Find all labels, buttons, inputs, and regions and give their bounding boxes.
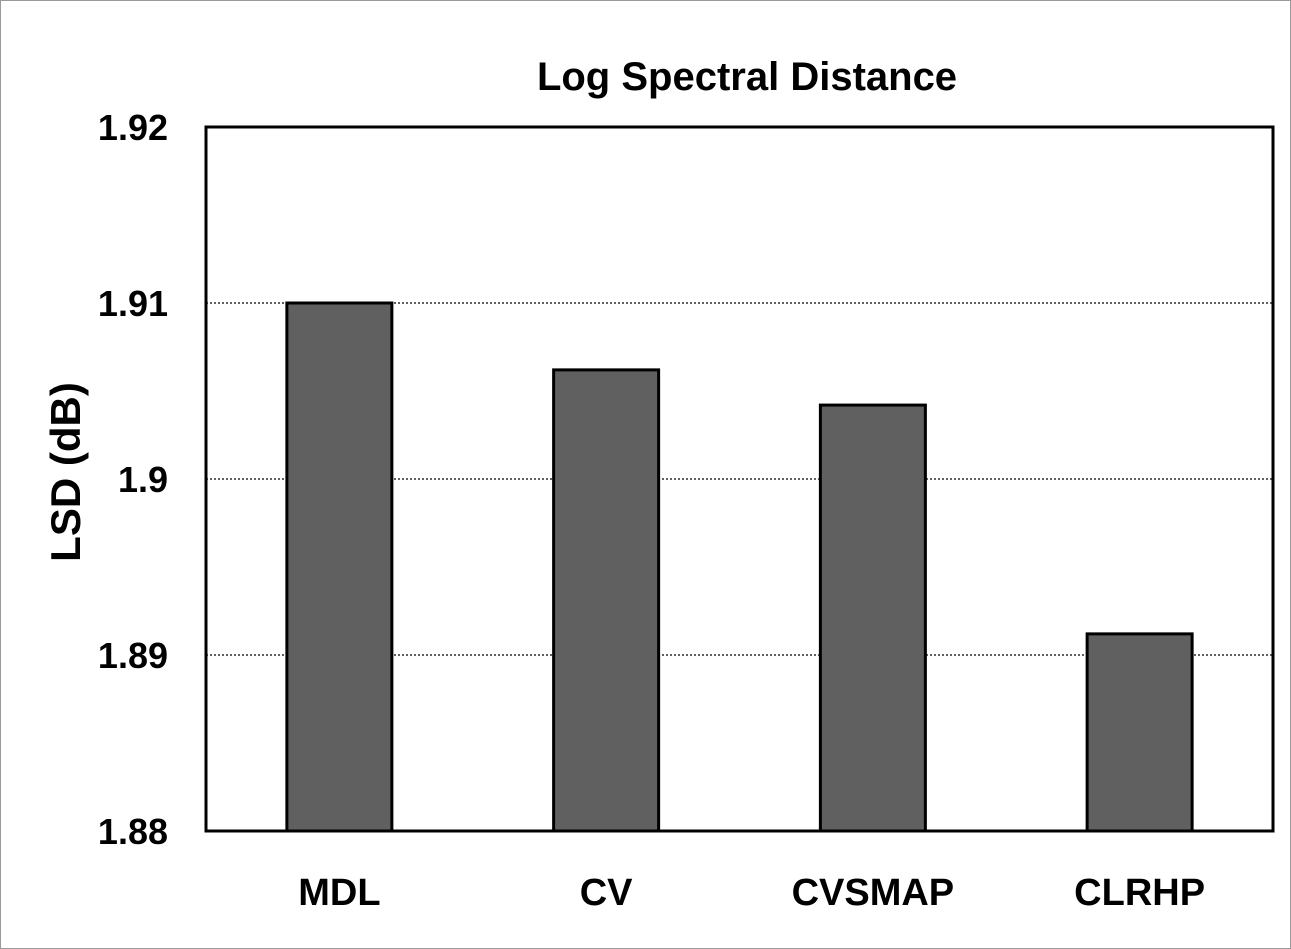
bars [285, 301, 1194, 833]
bar-cv [552, 368, 661, 833]
plot-area-border [204, 125, 1275, 833]
x-tick-label: CLRHP [1074, 872, 1205, 914]
y-tick-label: 1.92 [98, 107, 168, 148]
x-tick-label: CVSMAP [792, 872, 955, 914]
bar-cvsmap [818, 403, 927, 833]
y-tick-label: 1.88 [98, 811, 168, 852]
y-tick-label: 1.89 [98, 635, 168, 676]
x-axis-ticks: MDL CV CVSMAP CLRHP [298, 872, 1205, 914]
bar-clrhp [1085, 632, 1194, 833]
y-axis-ticks: 1.88 1.89 1.9 1.91 1.92 [98, 107, 168, 852]
y-axis-label: LSD (dB) [42, 382, 89, 562]
y-tick-label: 1.91 [98, 283, 168, 324]
bar-mdl [285, 301, 394, 833]
chart-title: Log Spectral Distance [537, 55, 957, 99]
x-tick-label: CV [580, 872, 633, 914]
x-tick-label: MDL [298, 872, 380, 914]
y-tick-label: 1.9 [118, 459, 168, 500]
